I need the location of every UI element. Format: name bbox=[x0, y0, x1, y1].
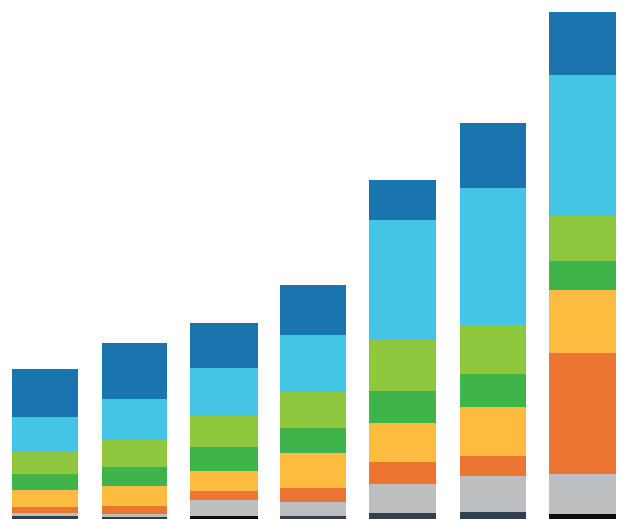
segment-amber bbox=[369, 422, 436, 462]
segment-dark-slate-base bbox=[460, 512, 526, 519]
segment-green bbox=[369, 390, 436, 423]
segment-dark-slate-base bbox=[102, 517, 167, 519]
segment-sky-cyan bbox=[12, 417, 78, 452]
segment-orange bbox=[102, 506, 167, 514]
bar-5 bbox=[369, 179, 436, 519]
segment-silver-gray bbox=[460, 476, 526, 512]
bar-1 bbox=[12, 369, 78, 519]
segment-lime-green bbox=[190, 415, 258, 447]
segment-silver-gray bbox=[102, 514, 167, 517]
segment-orange bbox=[369, 461, 436, 484]
segment-amber bbox=[280, 453, 346, 488]
segment-lime-green bbox=[102, 440, 167, 467]
segment-black-base bbox=[190, 516, 258, 519]
segment-dark-blue bbox=[190, 322, 258, 368]
segment-orange bbox=[549, 353, 616, 474]
segment-dark-blue bbox=[280, 285, 346, 335]
segment-black-base bbox=[549, 514, 616, 519]
bar-2 bbox=[102, 343, 167, 519]
segment-amber bbox=[12, 490, 78, 507]
segment-green bbox=[460, 374, 526, 407]
segment-orange bbox=[12, 507, 78, 513]
bar-4 bbox=[280, 285, 346, 519]
segment-dark-blue bbox=[12, 369, 78, 417]
segment-dark-blue bbox=[549, 12, 616, 75]
segment-sky-cyan bbox=[280, 335, 346, 392]
segment-lime-green bbox=[460, 325, 526, 374]
segment-dark-slate-base bbox=[12, 515, 78, 519]
segment-silver-gray bbox=[369, 483, 436, 513]
segment-sky-cyan bbox=[102, 399, 167, 440]
segment-green bbox=[549, 261, 616, 290]
segment-lime-green bbox=[549, 216, 616, 261]
segment-dark-slate-base bbox=[280, 515, 346, 519]
segment-green bbox=[102, 467, 167, 486]
bar-3 bbox=[190, 322, 258, 519]
segment-dark-blue bbox=[460, 123, 526, 188]
segment-sky-cyan bbox=[369, 219, 436, 340]
segment-amber bbox=[549, 290, 616, 353]
segment-green bbox=[190, 446, 258, 471]
segment-silver-gray bbox=[190, 500, 258, 516]
segment-silver-gray bbox=[280, 501, 346, 516]
segment-lime-green bbox=[369, 339, 436, 391]
segment-lime-green bbox=[280, 392, 346, 428]
segment-silver-gray bbox=[12, 513, 78, 516]
bar-6 bbox=[460, 123, 526, 519]
bar-7 bbox=[549, 12, 616, 519]
segment-orange bbox=[190, 490, 258, 500]
segment-amber bbox=[460, 407, 526, 456]
segment-dark-slate-base bbox=[369, 512, 436, 519]
segment-sky-cyan bbox=[549, 75, 616, 216]
segment-lime-green bbox=[12, 452, 78, 474]
segment-orange bbox=[460, 456, 526, 476]
segment-dark-blue bbox=[369, 179, 436, 220]
segment-dark-blue bbox=[102, 343, 167, 399]
segment-silver-gray bbox=[549, 474, 616, 514]
segment-amber bbox=[102, 486, 167, 506]
segment-green bbox=[12, 474, 78, 490]
segment-green bbox=[280, 428, 346, 453]
segment-amber bbox=[190, 470, 258, 491]
segment-orange bbox=[280, 488, 346, 502]
segment-sky-cyan bbox=[460, 188, 526, 325]
segment-sky-cyan bbox=[190, 367, 258, 416]
